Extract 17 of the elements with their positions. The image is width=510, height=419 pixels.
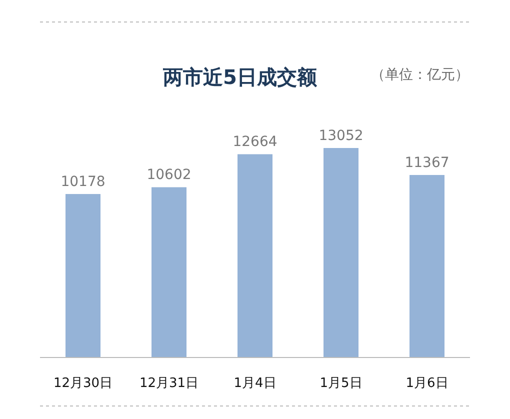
data-label: 10178 [60, 174, 106, 190]
data-label: 10602 [146, 167, 192, 184]
data-label: 13052 [318, 128, 364, 144]
bar [66, 194, 100, 357]
chart-title: 两市近5日成交额 [162, 65, 318, 89]
x-tick-label: 1月5日 [320, 376, 362, 391]
bar [410, 174, 444, 357]
data-label: 11367 [404, 154, 450, 171]
data-label: 12664 [232, 134, 278, 150]
x-tick-label: 12月30日 [53, 376, 113, 391]
bar [152, 187, 186, 357]
bar [324, 148, 358, 357]
bar [238, 154, 272, 357]
x-tick-label: 1月6日 [406, 376, 448, 391]
x-tick-label: 12月31日 [139, 376, 199, 391]
text: （单位：亿元） [371, 67, 469, 83]
x-tick-label: 1月4日 [234, 376, 276, 391]
